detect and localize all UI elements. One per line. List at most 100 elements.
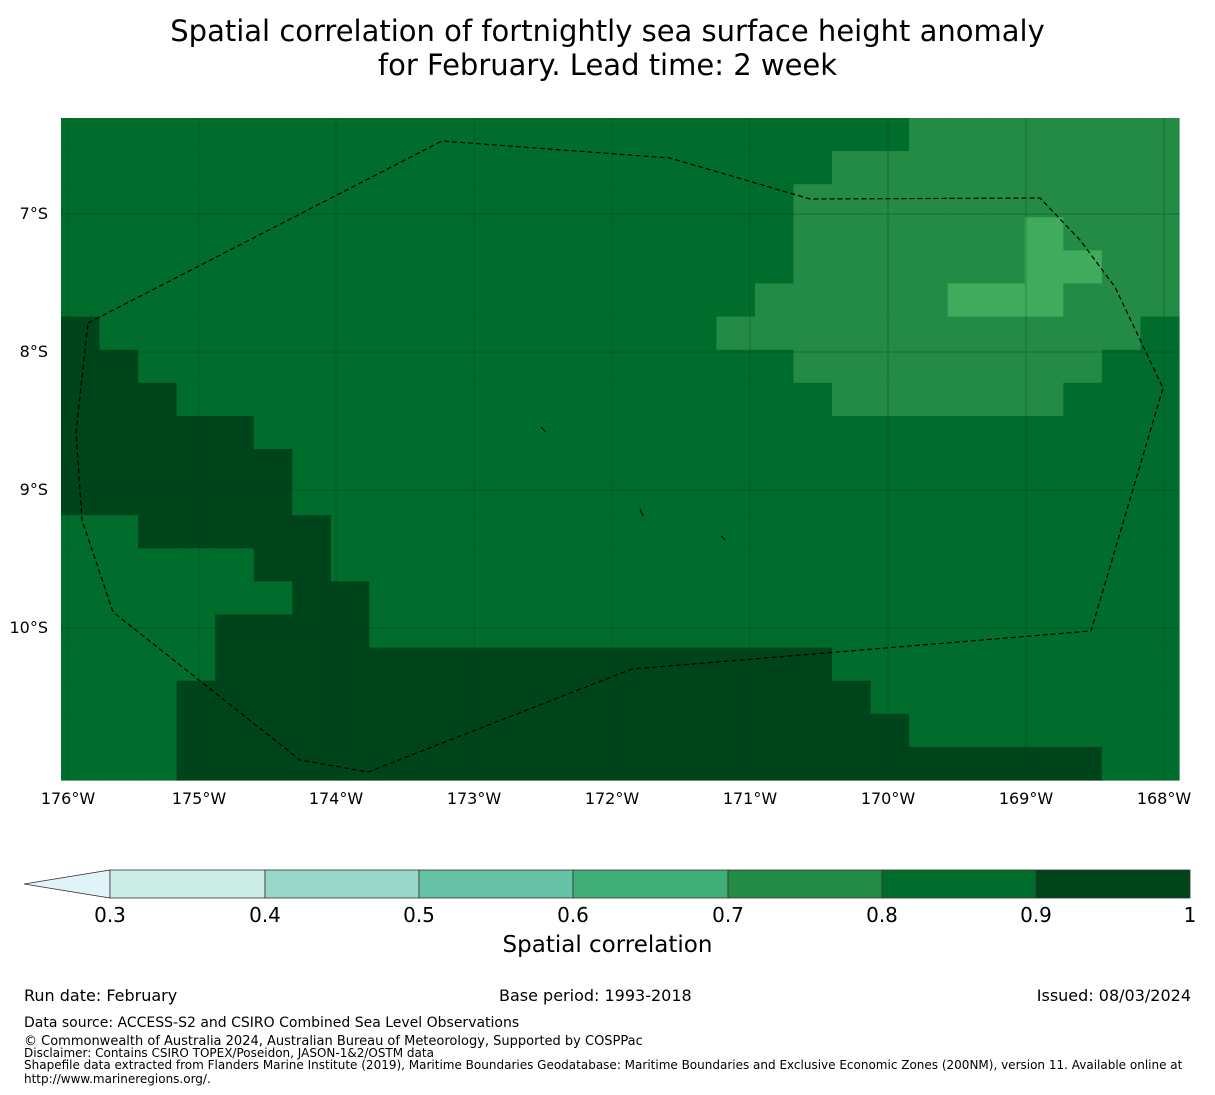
grid-cell <box>485 581 525 616</box>
grid-cell <box>99 316 139 351</box>
grid-cell <box>600 382 640 417</box>
grid-cell <box>330 316 371 351</box>
grid-cell <box>330 151 371 185</box>
grid-cell <box>1024 713 1064 748</box>
grid-cell <box>138 548 178 582</box>
grid-cell <box>1101 548 1142 582</box>
grid-cell <box>1140 151 1180 185</box>
grid-cell <box>1063 449 1103 483</box>
grid-cell <box>138 217 178 251</box>
grid-cell <box>677 250 717 285</box>
grid-cell <box>562 283 602 318</box>
grid-cell <box>446 349 486 384</box>
grid-cell <box>1101 118 1142 152</box>
grid-cell <box>793 283 833 318</box>
grid-cell <box>215 250 255 285</box>
grid-cell <box>1140 349 1180 384</box>
colorbar-tick-label: 0.6 <box>557 903 589 927</box>
grid-cell <box>407 382 448 417</box>
grid-cell <box>716 449 756 483</box>
grid-cell <box>446 449 486 483</box>
longitude-label: 171°W <box>722 789 778 808</box>
grid-cell <box>754 184 795 218</box>
grid-cell <box>61 415 101 450</box>
grid-cell <box>870 382 910 417</box>
disclaimer: Disclaimer: Contains CSIRO TOPEX/Poseido… <box>24 1046 434 1060</box>
grid-cell <box>61 647 101 682</box>
grid-cell <box>61 614 101 649</box>
grid-cell <box>986 680 1026 715</box>
grid-cell <box>253 250 293 285</box>
colorbar-extend-arrow <box>23 869 111 899</box>
grid-cell <box>1140 118 1180 152</box>
grid-cell <box>1024 581 1064 616</box>
grid-cell <box>523 746 563 781</box>
grid-cell <box>909 647 949 682</box>
grid-cell <box>369 250 409 285</box>
grid-cell <box>600 449 640 483</box>
grid-cell <box>253 349 293 384</box>
grid-cell <box>562 713 602 748</box>
grid-cell <box>1140 515 1180 549</box>
grid-cell <box>523 713 563 748</box>
grid-cell <box>446 250 486 285</box>
grid-cell <box>176 614 216 649</box>
grid-cell <box>1140 283 1180 318</box>
grid-cell <box>253 515 293 549</box>
colorbar-tick-label: 0.8 <box>866 903 898 927</box>
grid-cell <box>446 184 486 218</box>
grid-cell <box>832 118 872 152</box>
grid-cell <box>61 581 101 616</box>
grid-cell <box>292 151 332 185</box>
grid-cell <box>1024 250 1064 285</box>
longitude-label: 172°W <box>584 789 640 808</box>
grid-cell <box>330 217 371 251</box>
grid-cell <box>407 415 448 450</box>
grid-cell <box>215 316 255 351</box>
grid-cell <box>986 415 1026 450</box>
grid-cell <box>793 614 833 649</box>
grid-cell <box>330 250 371 285</box>
grid-cell <box>1140 482 1180 516</box>
grid-cell <box>176 515 216 549</box>
grid-cell <box>1101 217 1142 251</box>
grid-cell <box>61 283 101 318</box>
grid-cell <box>485 680 525 715</box>
grid-cell <box>1101 680 1142 715</box>
grid-cell <box>754 713 795 748</box>
grid-cell <box>1024 217 1064 251</box>
grid-cell <box>600 713 640 748</box>
grid-cell <box>253 118 293 152</box>
grid-cell <box>600 118 640 152</box>
grid-cell <box>407 746 448 781</box>
grid-cell <box>562 316 602 351</box>
grid-cell <box>870 316 910 351</box>
grid-cell <box>1024 151 1064 185</box>
grid-cell <box>947 250 987 285</box>
grid-cell <box>485 515 525 549</box>
grid-cell <box>446 680 486 715</box>
grid-cell <box>485 184 525 218</box>
grid-cell <box>446 746 486 781</box>
grid-cell <box>176 581 216 616</box>
grid-cell <box>292 680 332 715</box>
grid-cell <box>947 746 987 781</box>
grid-cell <box>369 680 409 715</box>
grid-cell <box>754 482 795 516</box>
latitude-label: 10°S <box>9 618 48 637</box>
grid-cell <box>138 647 178 682</box>
grid-cell <box>1101 581 1142 616</box>
grid-cell <box>138 250 178 285</box>
colorbar-swatch <box>418 869 574 899</box>
grid-cell <box>176 482 216 516</box>
grid-cell <box>485 614 525 649</box>
grid-cell <box>369 581 409 616</box>
grid-cell <box>909 581 949 616</box>
grid-cell <box>1101 713 1142 748</box>
grid-cell <box>793 713 833 748</box>
grid-cell <box>1024 746 1064 781</box>
grid-cell <box>485 349 525 384</box>
grid-cell <box>485 449 525 483</box>
grid-cell <box>99 746 139 781</box>
grid-cell <box>639 349 679 384</box>
